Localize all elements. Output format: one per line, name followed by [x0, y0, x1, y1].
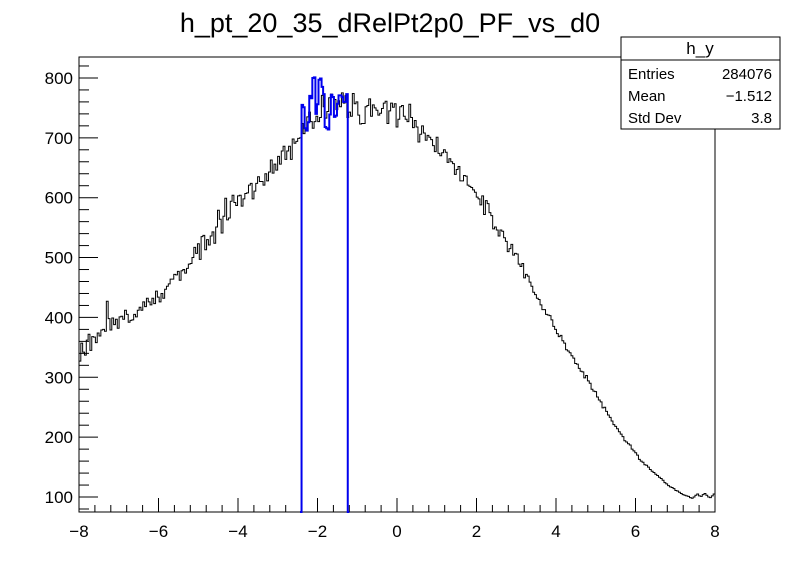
y-tick-label: 700	[45, 129, 73, 148]
x-tick-label: −2	[308, 522, 327, 541]
x-tick-label: 0	[392, 522, 401, 541]
y-tick-label: 600	[45, 189, 73, 208]
x-tick-label: −8	[69, 522, 88, 541]
y-tick-label: 500	[45, 249, 73, 268]
x-tick-label: 6	[631, 522, 640, 541]
x-tick-label: 2	[472, 522, 481, 541]
y-tick-label: 800	[45, 69, 73, 88]
stats-stddev-value: 3.8	[751, 110, 772, 127]
stats-mean-value: −1.512	[726, 88, 772, 105]
histogram-series-highlight	[300, 76, 350, 513]
y-tick-label: 200	[45, 428, 73, 447]
stats-box-frame	[620, 36, 781, 130]
x-tick-label: −6	[149, 522, 168, 541]
x-tick-label: 8	[710, 522, 719, 541]
chart-title: h_pt_20_35_dRelPt2p0_PF_vs_d0	[180, 8, 600, 38]
series-layer	[79, 76, 715, 513]
stats-stddev-label: Std Dev	[628, 110, 682, 127]
stats-box-title: h_y	[686, 39, 714, 58]
plot-area-border	[78, 56, 716, 513]
stats-box: h_y Entries 284076 Mean −1.512 Std Dev 3…	[620, 36, 781, 130]
y-tick-label: 100	[45, 488, 73, 507]
stats-entries-value: 284076	[722, 66, 772, 83]
y-tick-label: 300	[45, 368, 73, 387]
x-axis: −8 −6 −4 −2 0 2 4 6 8	[69, 498, 720, 541]
stats-entries-label: Entries	[628, 66, 675, 83]
x-tick-label: 4	[551, 522, 560, 541]
y-axis: 100 200 300 400 500 600 700 800	[45, 65, 98, 510]
x-tick-label: −4	[228, 522, 247, 541]
stats-mean-label: Mean	[628, 88, 666, 105]
y-tick-label: 400	[45, 308, 73, 327]
plot-frame	[78, 56, 716, 513]
histogram-series-h_y	[79, 92, 715, 499]
